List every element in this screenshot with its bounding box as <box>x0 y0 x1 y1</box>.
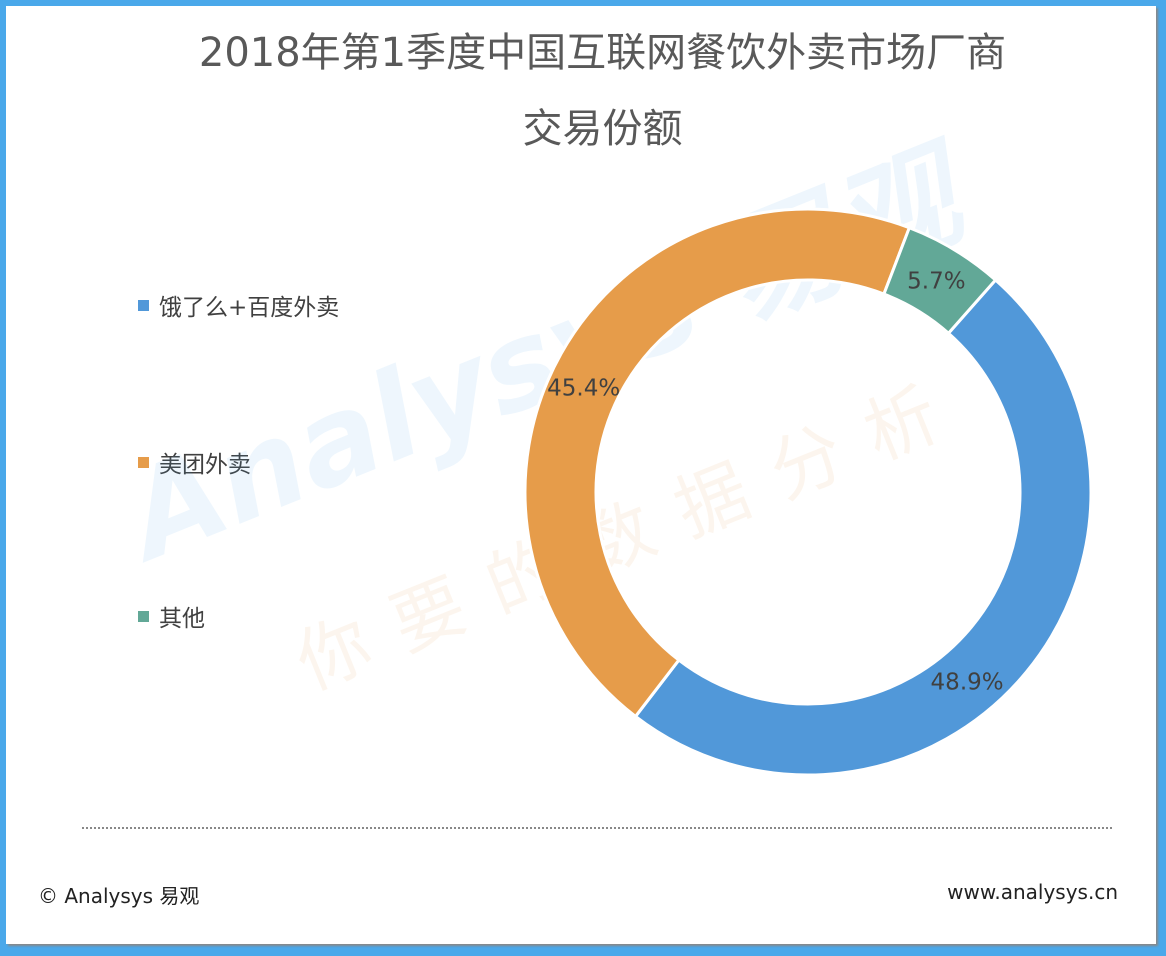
slice-other <box>881 225 998 336</box>
footer-copyright: © Analysys 易观 <box>38 884 200 908</box>
data-label: 45.4% <box>547 375 620 401</box>
footer-website[interactable]: www.analysys.cn <box>947 880 1118 904</box>
legend-item-other: 其他 <box>138 599 205 633</box>
legend-swatch <box>138 610 149 622</box>
chart-title-line1: 2018年第1季度中国互联网餐饮外卖市场厂商 <box>198 30 1007 76</box>
legend-item-meituan: 美团外卖 <box>138 445 251 479</box>
legend-label: 饿了么+百度外卖 <box>159 295 340 321</box>
slice-eleme-baidu <box>633 277 1093 777</box>
footer-divider <box>82 827 1112 829</box>
data-label: 5.7% <box>907 268 965 294</box>
legend-swatch <box>138 299 149 311</box>
legend-label: 美团外卖 <box>159 452 251 478</box>
data-label: 48.9% <box>931 670 1004 696</box>
chart-title-line2: 交易份额 <box>522 106 683 152</box>
slice-meituan <box>523 207 912 719</box>
legend-label: 其他 <box>159 606 205 632</box>
legend-swatch <box>138 456 149 468</box>
legend-item-eleme: 饿了么+百度外卖 <box>138 288 339 322</box>
